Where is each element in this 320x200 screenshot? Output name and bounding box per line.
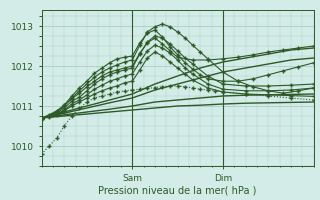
X-axis label: Pression niveau de la mer( hPa ): Pression niveau de la mer( hPa ) — [99, 185, 257, 195]
